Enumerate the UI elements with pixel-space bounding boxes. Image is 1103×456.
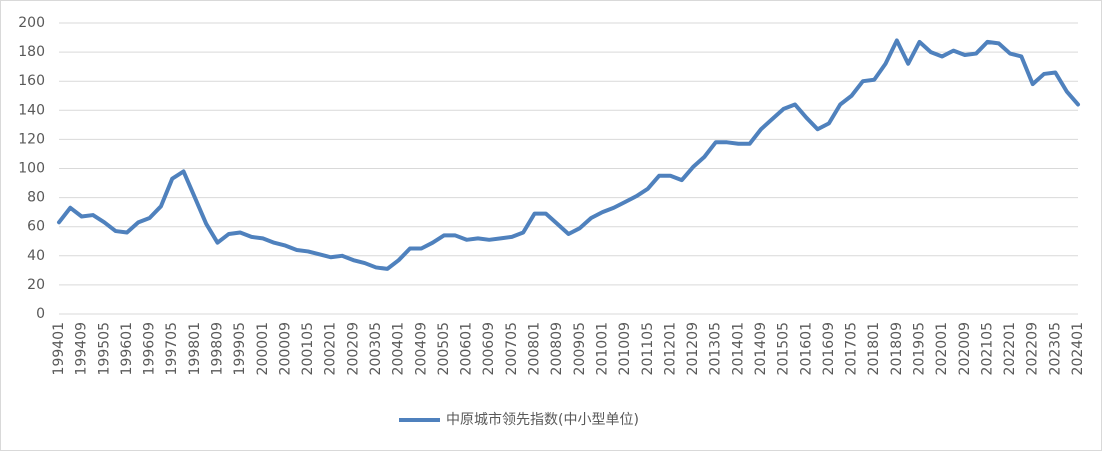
x-tick-label: 201409 (753, 322, 769, 375)
x-tick-label: 200105 (300, 322, 316, 375)
x-tick-label: 201905 (911, 322, 927, 375)
x-tick-label: 200905 (572, 322, 588, 375)
y-tick-label: 120 (18, 131, 45, 147)
x-tick-label: 202401 (1070, 322, 1086, 375)
x-tick-label: 201201 (662, 322, 678, 375)
x-tick-label: 201209 (685, 322, 701, 375)
y-tick-label: 180 (18, 44, 45, 60)
x-tick-label: 201601 (798, 322, 814, 375)
x-tick-label: 199409 (74, 322, 90, 375)
x-tick-label: 199401 (51, 322, 67, 375)
x-tick-label: 202209 (1025, 322, 1041, 375)
x-tick-label: 202009 (957, 322, 973, 375)
x-tick-label: 201809 (889, 322, 905, 375)
y-tick-label: 40 (27, 248, 45, 264)
x-tick-label: 199801 (187, 322, 203, 375)
data-line (57, 38, 1080, 271)
x-tick-label: 200401 (391, 322, 407, 375)
x-tick-label: 200705 (504, 322, 520, 375)
x-tick-label: 200409 (413, 322, 429, 375)
x-tick-label: 201009 (617, 322, 633, 375)
y-tick-label: 100 (18, 161, 45, 177)
x-tick-label: 199705 (164, 322, 180, 375)
legend-label: 中原城市领先指数(中小型单位) (446, 411, 639, 428)
x-tick-label: 202105 (979, 322, 995, 375)
x-tick-label: 202001 (934, 322, 950, 375)
x-tick-label: 200801 (527, 322, 543, 375)
x-tick-label: 200305 (368, 322, 384, 375)
x-tick-label: 199601 (119, 322, 135, 375)
x-tick-label: 200209 (345, 322, 361, 375)
x-tick-label: 201305 (708, 322, 724, 375)
x-tick-label: 199809 (210, 322, 226, 375)
x-tick-label: 199505 (96, 322, 112, 375)
x-tick-label: 202201 (1002, 322, 1018, 375)
x-tick-label: 201705 (844, 322, 860, 375)
y-tick-label: 160 (18, 73, 45, 89)
x-tick-label: 200609 (481, 322, 497, 375)
y-tick-label: 140 (18, 102, 45, 118)
y-tick-label: 80 (27, 190, 45, 206)
x-tick-label: 199609 (142, 322, 158, 375)
y-tick-label: 200 (18, 15, 45, 31)
x-tick-label: 202305 (1047, 322, 1063, 375)
x-tick-label: 200001 (255, 322, 271, 375)
x-tick-label: 200809 (549, 322, 565, 375)
x-tick-label: 201401 (730, 322, 746, 375)
x-tick-label: 201105 (640, 322, 656, 375)
y-tick-label: 60 (27, 219, 45, 235)
x-tick-label: 200201 (323, 322, 339, 375)
y-tick-label: 20 (27, 277, 45, 293)
x-tick-label: 201609 (821, 322, 837, 375)
y-tick-label: 0 (36, 306, 45, 322)
x-tick-label: 201001 (594, 322, 610, 375)
x-tick-label: 200505 (436, 322, 452, 375)
x-tick-label: 201801 (866, 322, 882, 375)
x-tick-label: 200601 (459, 322, 475, 375)
x-tick-label: 199905 (232, 322, 248, 375)
x-tick-label: 200009 (277, 322, 293, 375)
x-tick-label: 201505 (776, 322, 792, 375)
